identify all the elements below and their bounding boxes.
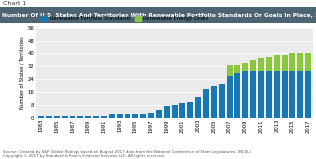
Bar [266, 71, 272, 118]
Bar [234, 65, 240, 73]
Bar [274, 71, 280, 118]
Bar [125, 114, 131, 118]
Text: Number Of U.S. States And Territories With Renewable Portfolio Standards Or Goal: Number Of U.S. States And Territories Wi… [2, 13, 316, 18]
Y-axis label: Number of States / Territories: Number of States / Territories [20, 36, 25, 109]
Bar [297, 53, 303, 71]
Bar [227, 76, 233, 118]
Bar [274, 55, 280, 71]
Bar [289, 53, 295, 71]
Bar [179, 103, 185, 118]
Bar [282, 55, 288, 71]
Bar [211, 86, 217, 118]
Bar [62, 116, 68, 118]
Bar [85, 116, 91, 118]
Bar [266, 57, 272, 71]
Bar [305, 71, 311, 118]
Bar [242, 63, 248, 71]
Bar [46, 116, 52, 118]
Bar [234, 73, 240, 118]
Bar [258, 58, 264, 71]
Bar [242, 71, 248, 118]
Text: Source: Created by S&P Global Ratings based on August 2017 data from the Nationa: Source: Created by S&P Global Ratings ba… [3, 150, 252, 158]
Bar [187, 102, 193, 118]
Bar [77, 116, 83, 118]
Bar [172, 105, 178, 118]
Bar [219, 84, 225, 118]
Bar [195, 97, 201, 118]
Bar [156, 110, 162, 118]
Bar [132, 114, 138, 118]
Bar [93, 116, 99, 118]
Bar [297, 71, 303, 118]
Bar [54, 116, 60, 118]
Bar [164, 106, 170, 118]
Bar [38, 116, 44, 118]
Bar [140, 114, 146, 118]
Bar [109, 114, 115, 118]
Bar [250, 71, 256, 118]
Bar [289, 71, 295, 118]
Bar [203, 89, 209, 118]
Text: Chart 1: Chart 1 [3, 1, 27, 6]
Bar [148, 113, 154, 118]
Bar [282, 71, 288, 118]
Bar [70, 116, 76, 118]
Bar [227, 65, 233, 76]
Bar [250, 60, 256, 71]
Bar [305, 53, 311, 71]
Bar [101, 116, 107, 118]
Bar [117, 114, 123, 118]
Legend: Renewable Portfolio Standards, Renewable Energy Goals: Renewable Portfolio Standards, Renewable… [39, 14, 210, 24]
Bar [258, 71, 264, 118]
